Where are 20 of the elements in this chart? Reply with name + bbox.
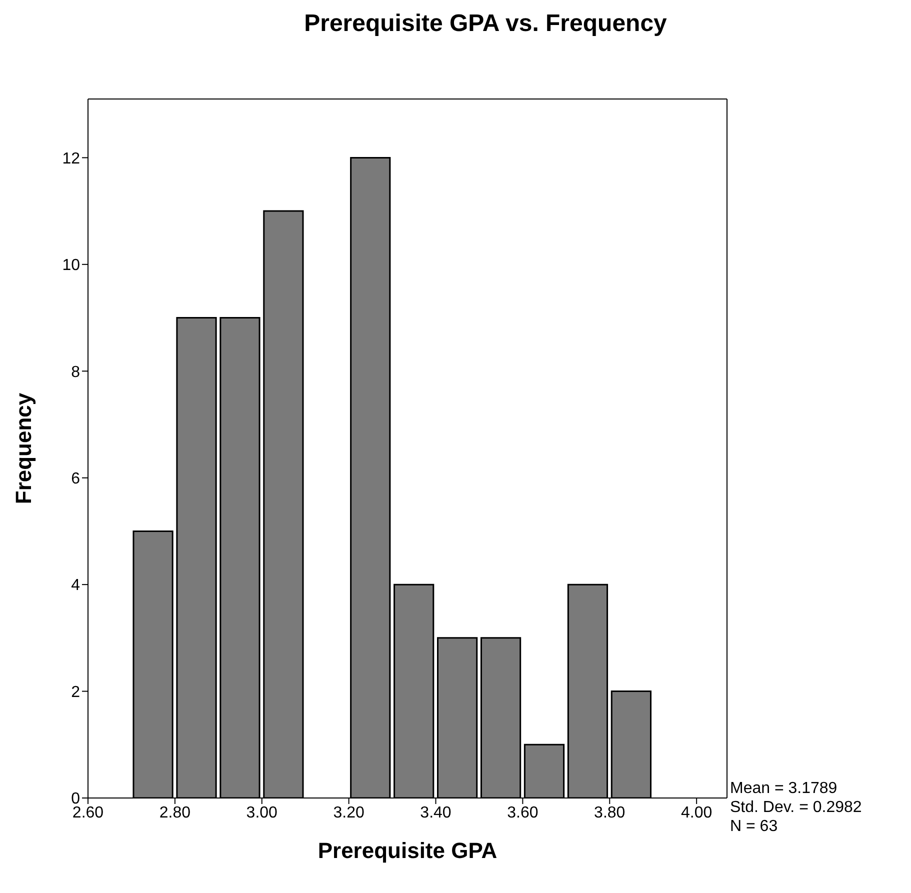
x-tick-label: 3.00 <box>246 804 278 822</box>
x-tick-label: 4.00 <box>681 804 712 822</box>
text: Mean = 3.1789 <box>730 779 838 798</box>
y-tick-label: 10 <box>62 257 80 274</box>
x-tick-label: 2.80 <box>159 804 191 822</box>
x-tick-label: 3.60 <box>507 804 538 822</box>
text: N = 63 <box>730 817 779 836</box>
y-tick-label: 12 <box>62 150 80 168</box>
y-tick-label: 4 <box>71 577 80 594</box>
x-tick-label: 3.20 <box>333 804 364 822</box>
x-tick-label: 3.80 <box>594 804 626 822</box>
y-tick-label: 2 <box>71 684 80 701</box>
y-axis-title: Frequency <box>10 392 36 504</box>
y-tick-label: 6 <box>71 470 80 488</box>
chart-title: Prerequisite GPA vs. Frequency <box>303 10 668 38</box>
text: Std. Dev. = 0.2982 <box>730 798 862 817</box>
x-tick-label: 3.40 <box>420 804 452 822</box>
y-tick-label: 8 <box>71 364 80 381</box>
x-tick-label: 2.60 <box>72 804 104 822</box>
x-axis-title: Prerequisite GPA <box>318 838 498 863</box>
